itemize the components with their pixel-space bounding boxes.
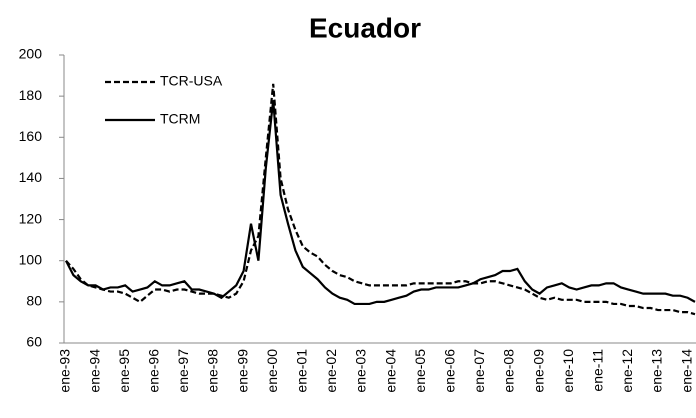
x-tick-label: ene-09 [530,349,546,393]
x-tick-label: ene-13 [649,349,665,393]
y-tick-label: 180 [19,87,43,103]
x-tick-label: ene-98 [205,349,221,393]
x-tick-label: ene-05 [412,349,428,393]
x-tick-label: ene-06 [442,349,458,393]
x-tick-label: ene-01 [294,349,310,393]
x-tick-label: ene-10 [560,349,576,393]
legend-label: TCR-USA [160,73,223,89]
x-tick-label: ene-02 [323,349,339,393]
y-tick-label: 160 [19,128,43,144]
x-tick-label: ene-96 [146,349,162,393]
series-line [65,83,696,316]
y-tick-label: 140 [19,169,43,185]
x-tick-label: ene-03 [353,349,369,393]
y-tick-label: 120 [19,210,43,226]
x-tick-label: ene-14 [678,349,694,393]
x-tick-label: ene-99 [234,349,250,393]
x-tick-label: ene-08 [501,349,517,393]
y-tick-label: 60 [26,334,42,350]
x-tick-label: ene-07 [471,349,487,393]
x-tick-label: ene-93 [57,349,73,393]
x-tick-label: ene-04 [382,349,398,393]
x-tick-label: ene-12 [619,349,635,393]
y-tick-label: 100 [19,251,43,267]
x-tick-label: ene-11 [590,349,606,392]
x-tick-label: ene-97 [175,349,191,393]
legend-label: TCRM [160,111,200,127]
y-tick-label: 200 [19,46,43,62]
series-line [65,100,696,306]
x-tick-label: ene-00 [264,349,280,393]
chart-title: Ecuador [309,12,421,43]
y-tick-label: 80 [26,293,42,309]
x-tick-label: ene-94 [86,349,102,393]
x-tick-label: ene-95 [116,349,132,393]
